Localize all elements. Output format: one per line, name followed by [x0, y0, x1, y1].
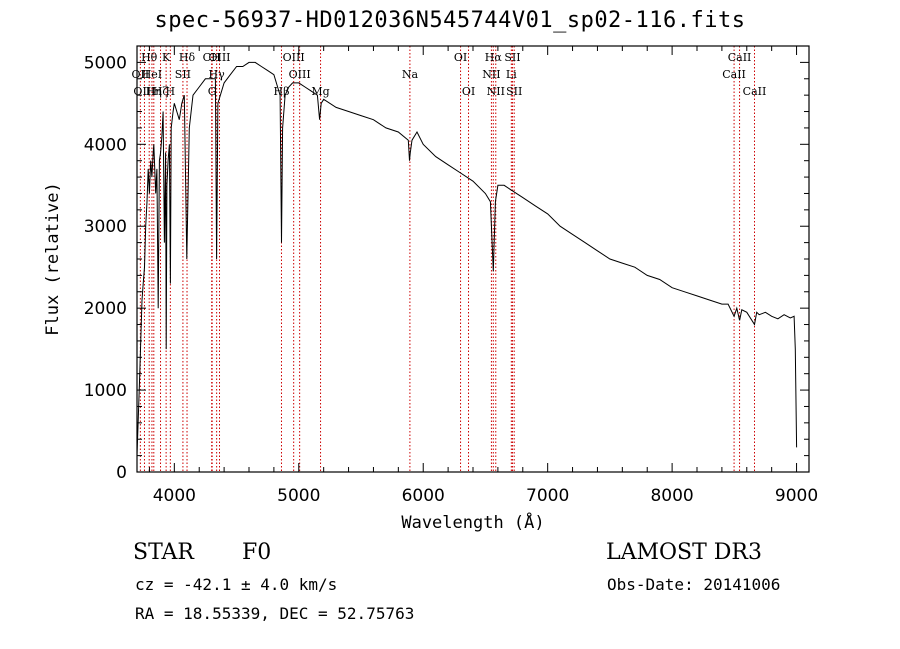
x-tick-label: 4000 [153, 486, 196, 506]
observation-date: Obs-Date: 20141006 [607, 575, 781, 594]
spectral-line-label: SII [504, 51, 520, 64]
spectral-line-label: Hθ [141, 51, 158, 64]
spectral-line-label: SII [506, 85, 522, 98]
y-tick-label: 5000 [84, 53, 127, 73]
y-axis-label: Flux (relative) [43, 182, 63, 336]
spectral-line-label: OI [462, 85, 475, 98]
y-tick-label: 3000 [84, 217, 127, 237]
y-tick-label: 2000 [84, 299, 127, 319]
spectral-line-label: H [166, 85, 176, 98]
x-tick-label: 8000 [650, 486, 693, 506]
x-tick-label: 9000 [775, 486, 818, 506]
chart-title: spec-56937-HD012036N545744V01_sp02-116.f… [154, 8, 746, 33]
x-tick-label: 7000 [526, 486, 569, 506]
spectral-subclass: F0 [242, 540, 272, 565]
spectral-line-label: NII [487, 85, 505, 98]
spectral-line-label: Hζ [153, 85, 169, 98]
coordinates: RA = 18.55339, DEC = 52.75763 [135, 604, 415, 623]
redshift-cz: cz = -42.1 ± 4.0 km/s [135, 575, 338, 594]
spectral-line-label: CH [203, 51, 221, 64]
spectral-line-label: NII [482, 68, 500, 81]
spectral-line-label: OIII [208, 51, 230, 64]
object-type: STAR [133, 540, 194, 565]
y-tick-label: 0 [116, 463, 127, 483]
spectral-line-label: OI [454, 51, 467, 64]
spectral-line-label: OIII [289, 68, 311, 81]
spectral-line-label: Li [506, 68, 517, 81]
spectral-line-label: CaII [728, 51, 752, 64]
x-tick-label: 6000 [402, 486, 445, 506]
spectral-line-label: OII [132, 68, 150, 81]
spectral-line-label: Hα [485, 51, 503, 64]
x-tick-label: 5000 [277, 486, 320, 506]
spectral-line-label: SII [175, 68, 191, 81]
spectral-line-label: G [208, 85, 217, 98]
x-axis-label: Wavelength (Å) [401, 511, 544, 533]
spectral-line-label: HeI [142, 68, 162, 81]
y-tick-label: 1000 [84, 381, 127, 401]
survey-name: LAMOST DR3 [606, 540, 762, 565]
spectral-line-label: CaII [722, 68, 746, 81]
spectral-line-label: Hη [146, 85, 162, 98]
spectrum-series-line [136, 61, 798, 456]
spectral-line-label: Hδ [179, 51, 196, 64]
spectral-line-label: K [162, 51, 171, 64]
spectral-line-label: Na [402, 68, 419, 81]
spectral-line-label: CaII [743, 85, 767, 98]
plot-frame [136, 45, 810, 473]
spectral-line-label: OIII [283, 51, 305, 64]
spectral-line-label: Mg [311, 85, 329, 98]
spectral-line-label: Hγ [209, 68, 226, 81]
y-tick-label: 4000 [84, 135, 127, 155]
